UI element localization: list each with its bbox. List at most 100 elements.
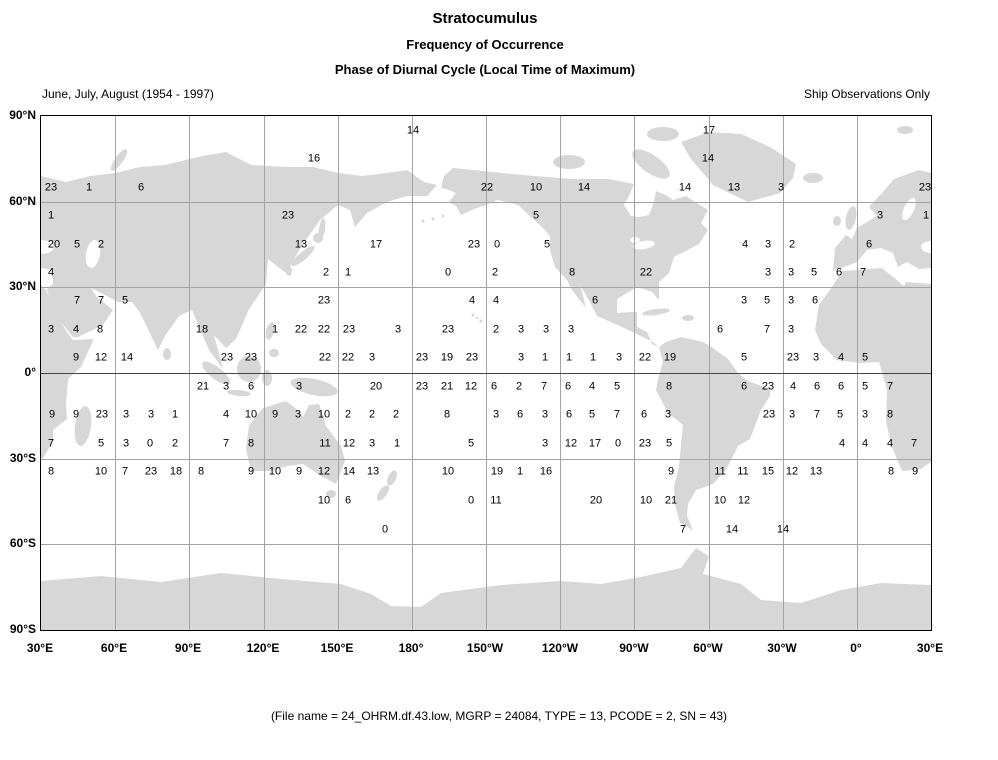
lon-tick-label: 90°W (619, 641, 649, 655)
grid-cell-value: 4 (838, 437, 846, 450)
grid-cell-value: 4 (588, 380, 596, 393)
lon-tick-label: 60°W (693, 641, 723, 655)
island-honshu (291, 245, 315, 267)
lon-tick-label: 30°E (26, 641, 54, 655)
grid-cell-value: 6 (516, 408, 524, 421)
grid-cell-value: 1 (47, 209, 55, 222)
grid-cell-value: 1 (393, 437, 401, 450)
grid-cell-value: 2 (322, 266, 330, 279)
lat-tick-label: 30°N (9, 279, 36, 293)
grid-cell-value: 2 (97, 238, 105, 251)
lat-tick-label: 60°S (9, 536, 36, 550)
lon-tick-label: 150°W (466, 641, 504, 655)
grid-cell-value: 0 (467, 494, 475, 507)
grid-cell-value: 2 (492, 323, 500, 336)
grid-cell-value: 23 (281, 209, 295, 222)
grid-cell-value: 6 (837, 380, 845, 393)
grid-cell-value: 3 (764, 238, 772, 251)
grid-cell-value: 6 (740, 380, 748, 393)
grid-cell-value: 6 (490, 380, 498, 393)
island-sri-lanka (163, 348, 171, 360)
grid-cell-value: 23 (342, 323, 356, 336)
island-mindanao (269, 349, 279, 357)
lon-tick-label: 30°W (767, 641, 797, 655)
grid-cell-value: 13 (366, 465, 380, 478)
grid-cell-value: 8 (47, 465, 55, 478)
grid-cell-value: 7 (679, 523, 687, 536)
grid-cell-value: 1 (85, 181, 93, 194)
grid-cell-value: 5 (763, 294, 771, 307)
grid-cell-value: 5 (121, 294, 129, 307)
grid-cell-value: 23 (441, 323, 455, 336)
island-hawaii-2 (475, 316, 479, 320)
grid-cell-value: 19 (663, 351, 677, 364)
grid-cell-value: 7 (222, 437, 230, 450)
grid-cell-value: 9 (72, 408, 80, 421)
gridline-parallel (41, 201, 931, 203)
lat-tick-label: 0° (24, 365, 36, 379)
island-great-britain (845, 206, 857, 230)
grid-cell-value: 8 (568, 266, 576, 279)
grid-cell-value: 21 (440, 380, 454, 393)
grid-cell-value: 0 (614, 437, 622, 450)
grid-cell-value: 2 (171, 437, 179, 450)
grid-cell-value: 7 (540, 380, 548, 393)
grid-cell-value: 19 (440, 351, 454, 364)
grid-cell-value: 16 (539, 465, 553, 478)
grid-cell-value: 13 (727, 181, 741, 194)
grid-cell-value: 7 (859, 266, 867, 279)
map-gridlines (41, 116, 931, 630)
grid-cell-value: 14 (701, 152, 715, 165)
grid-cell-value: 11 (714, 465, 726, 478)
grid-cell-value: 11 (737, 465, 749, 478)
grid-cell-value: 4 (222, 408, 230, 421)
grid-cell-value: 9 (295, 465, 303, 478)
grid-cell-value: 23 (465, 351, 479, 364)
grid-cell-value: 3 (492, 408, 500, 421)
lon-tick-label: 90°E (174, 641, 202, 655)
grid-cell-value: 5 (532, 209, 540, 222)
gridline-equator (41, 373, 931, 374)
grid-cell-value: 7 (613, 408, 621, 421)
grid-cell-value: 10 (268, 465, 282, 478)
island-aleutian-1 (441, 214, 445, 218)
grid-cell-value: 6 (640, 408, 648, 421)
grid-cell-value: 12 (342, 437, 356, 450)
grid-cell-value: 21 (196, 380, 210, 393)
grid-cell-value: 5 (613, 380, 621, 393)
grid-cell-value: 14 (776, 523, 790, 536)
grid-cell-value: 22 (341, 351, 355, 364)
grid-cell-value: 3 (876, 209, 884, 222)
grid-cell-value: 14 (725, 523, 739, 536)
chart-subtitle-1: Frequency of Occurrence (406, 37, 564, 52)
grid-cell-value: 7 (73, 294, 81, 307)
grid-cell-value: 10 (317, 408, 331, 421)
island-sakhalin (318, 218, 326, 240)
file-info: (File name = 24_OHRM.df.43.low, MGRP = 2… (270, 709, 728, 723)
grid-cell-value: 5 (861, 380, 869, 393)
grid-cell-value: 1 (589, 351, 597, 364)
grid-cell-value: 6 (247, 380, 255, 393)
grid-cell-value: 23 (415, 380, 429, 393)
grid-cell-value: 1 (922, 209, 930, 222)
grid-cell-value: 1 (171, 408, 179, 421)
grid-cell-value: 1 (565, 351, 573, 364)
grid-cell-value: 10 (441, 465, 455, 478)
gridline-parallel (41, 544, 931, 546)
grid-cell-value: 10 (94, 465, 108, 478)
grid-cell-value: 14 (342, 465, 356, 478)
grid-cell-value: 3 (147, 408, 155, 421)
island-new-guinea (290, 377, 338, 397)
grid-cell-value: 5 (665, 437, 673, 450)
grid-cell-value: 8 (197, 465, 205, 478)
island-aleutian-2 (431, 217, 435, 221)
lon-tick-label: 0° (850, 641, 862, 655)
grid-cell-value: 13 (294, 238, 308, 251)
world-map: 14 17 16 14 23 1 6 22 10 14 14 13 3 23 1 23 5 3 1 20 5 2 13 17 2… (40, 115, 932, 631)
lat-tick-label: 60°N (9, 194, 36, 208)
grid-cell-value: 3 (295, 380, 303, 393)
grid-cell-value: 3 (861, 408, 869, 421)
island-cuba (642, 308, 670, 316)
grid-cell-value: 4 (72, 323, 80, 336)
grid-cell-value: 17 (369, 238, 383, 251)
